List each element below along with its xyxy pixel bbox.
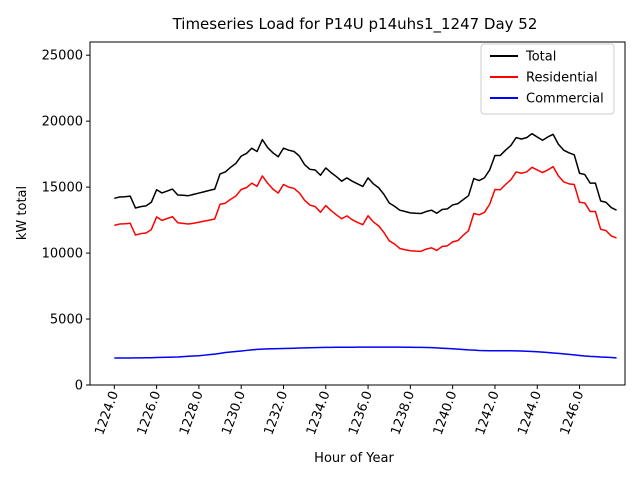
x-tick-label: 1244.0 <box>515 389 545 437</box>
legend: Total Residential Commercial <box>480 43 615 115</box>
series-line-residential <box>114 165 617 253</box>
legend-label-residential: Residential <box>526 71 598 86</box>
x-tick-label: 1228.0 <box>177 389 207 437</box>
legend-label-commercial: Commercial <box>526 92 604 107</box>
y-tick-label: 5000 <box>50 313 83 328</box>
x-tick-label: 1226.0 <box>135 389 165 437</box>
y-axis-label: kW total <box>15 186 30 240</box>
y-tick-label: 15000 <box>42 181 83 196</box>
x-tick-label: 1238.0 <box>388 389 418 437</box>
x-tick-label: 1236.0 <box>346 389 376 437</box>
x-tick-label: 1224.0 <box>92 389 122 437</box>
x-tick-label: 1230.0 <box>219 389 249 437</box>
y-axis: 0 5000 10000 15000 20000 25000 <box>42 49 90 394</box>
y-tick-label: 25000 <box>42 49 83 64</box>
x-tick-label: 1246.0 <box>558 389 588 437</box>
series-line-commercial <box>114 346 617 359</box>
y-tick-label: 20000 <box>42 115 83 130</box>
x-axis-label: Hour of Year <box>314 451 394 466</box>
x-tick-label: 1232.0 <box>262 389 292 437</box>
x-tick-label: 1240.0 <box>431 389 461 437</box>
x-tick-label: 1234.0 <box>304 389 334 437</box>
x-tick-label: 1242.0 <box>473 389 503 437</box>
chart-title: Timeseries Load for P14U p14uhs1_1247 Da… <box>172 15 538 34</box>
y-tick-label: 10000 <box>42 247 83 262</box>
series-line-total <box>114 132 617 215</box>
legend-label-total: Total <box>525 50 556 65</box>
series-layer <box>114 132 617 359</box>
legend-frame <box>480 43 615 115</box>
x-axis: 1224.0 1226.0 1228.0 1230.0 1232.0 1234.0 1236… <box>92 385 587 437</box>
y-tick-label: 0 <box>75 379 83 394</box>
